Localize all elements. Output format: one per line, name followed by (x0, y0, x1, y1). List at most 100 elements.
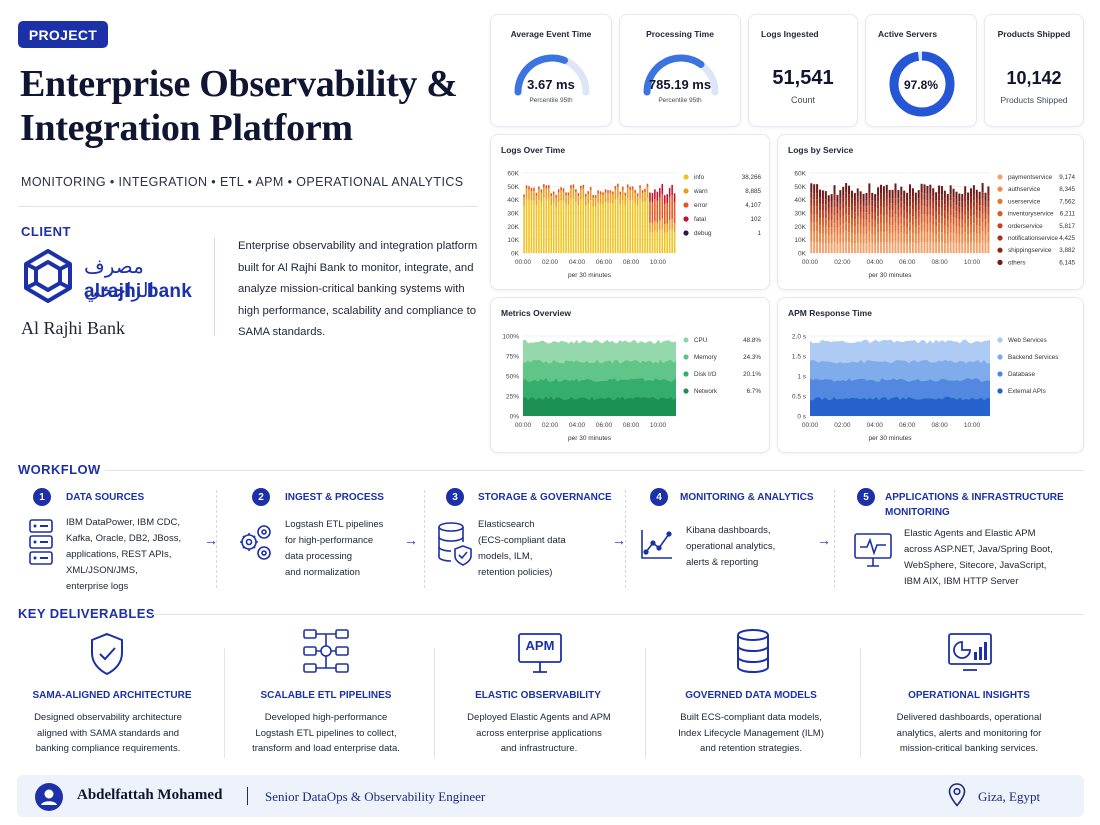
y-tick-label: 10K (507, 237, 519, 244)
bar-segment (842, 232, 845, 243)
bar-segment (955, 226, 958, 235)
bar-segment (885, 223, 888, 232)
bar-segment (906, 226, 909, 235)
x-tick-label: 10:00 (964, 259, 981, 266)
bar-segment (874, 212, 877, 220)
kpi-sub: Percentile 95th (529, 97, 573, 104)
bar-segment (592, 197, 594, 207)
bar-segment (547, 198, 550, 253)
bar-segment (882, 207, 885, 216)
bar-segment (879, 206, 882, 215)
divider (625, 490, 626, 588)
bar-segment (885, 199, 888, 207)
x-tick-label: 02:00 (542, 422, 559, 429)
divider (18, 206, 478, 207)
bar-segment (567, 192, 570, 196)
chart-title: Metrics Overview (501, 308, 571, 318)
dashboard-icon (948, 633, 992, 671)
legend-swatch (683, 188, 689, 194)
bar-segment (853, 243, 856, 253)
bar-segment (654, 230, 656, 253)
bar-segment (602, 195, 604, 205)
bar-segment (964, 223, 967, 233)
bar-segment (668, 187, 671, 198)
bar-segment (577, 196, 580, 206)
bar-segment (906, 192, 909, 201)
bar-segment (882, 223, 885, 233)
bar-segment (940, 242, 943, 253)
y-tick-label: 40K (794, 197, 806, 204)
bar-segment (538, 199, 540, 253)
bar-segment (540, 202, 543, 253)
bar-segment (877, 208, 880, 217)
bar-segment (891, 198, 894, 204)
bar-segment (964, 186, 967, 195)
bar-segment (533, 187, 535, 191)
bar-segment (589, 200, 592, 253)
bar-segment (856, 242, 859, 253)
bar-segment (981, 183, 984, 193)
bar-segment (909, 199, 912, 207)
bar-segment (946, 206, 949, 213)
bar-segment (612, 191, 614, 195)
legend-value: 48.8% (743, 337, 761, 344)
bar-segment (885, 184, 888, 194)
bar-segment (923, 242, 926, 253)
bar-segment (580, 189, 582, 200)
apm-response-time-chart: 0 s 0.5 s 1 s 1.5 s 2.0 s 00:00 02:00 04:00 06:0… (792, 334, 1059, 443)
bar-segment (523, 206, 525, 253)
bar-segment (929, 214, 932, 223)
bar-segment (842, 242, 845, 253)
bar-segment (550, 205, 553, 253)
bar-segment (845, 241, 848, 253)
bar-segment (909, 222, 912, 232)
bar-segment (649, 222, 651, 232)
page-subtitle: MONITORING • INTEGRATION • ETL • APM • O… (21, 175, 464, 189)
bar-segment (646, 187, 649, 198)
bar-segment (946, 234, 949, 244)
bar-segment (584, 196, 587, 206)
bar-segment (575, 201, 577, 253)
bar-segment (543, 187, 545, 198)
bar-segment (644, 201, 646, 253)
bar-segment (668, 197, 671, 221)
legend-value: 3,882 (1059, 247, 1075, 254)
bar-segment (654, 189, 656, 199)
bar-segment (888, 198, 891, 204)
bar-segment (850, 233, 853, 244)
bar-segment (964, 194, 967, 201)
bar-segment (984, 205, 987, 213)
area-series (523, 396, 676, 416)
bar-segment (874, 201, 877, 208)
bar-segment (900, 223, 903, 233)
bar-segment (865, 243, 868, 253)
metrics-overview-chart: 0% 25% 50% 75% 100% 00:00 02:00 04:00 06:00 08:00… (502, 334, 761, 443)
bar-segment (964, 215, 967, 224)
bar-segment (958, 226, 961, 235)
bar-segment (816, 193, 819, 200)
y-tick-label: 50K (507, 184, 519, 191)
bar-segment (929, 206, 932, 215)
bar-segment (903, 225, 906, 234)
deliverable-title: OPERATIONAL INSIGHTS (908, 690, 1030, 701)
bar-segment (636, 196, 639, 206)
bar-segment (668, 220, 671, 231)
x-tick-label: 04:00 (867, 422, 884, 429)
bar-segment (617, 197, 619, 253)
bar-segment (906, 234, 909, 244)
legend-swatch (683, 388, 689, 394)
bar-segment (821, 242, 824, 253)
bar-segment (940, 215, 943, 224)
bar-segment (810, 198, 813, 206)
bar-segment (810, 213, 813, 223)
divider (834, 490, 835, 588)
kpi-card-processing-time: Processing Time 785.19 ms Percentile 95t… (619, 14, 741, 127)
bar-segment (938, 215, 941, 224)
bar-segment (589, 187, 592, 191)
bar-segment (923, 193, 926, 200)
x-tick-label: 10:00 (650, 259, 667, 266)
bar-segment (813, 184, 816, 194)
step-title: MONITORING & ANALYTICS (680, 492, 814, 503)
bar-segment (862, 234, 865, 244)
bar-segment (584, 205, 587, 253)
